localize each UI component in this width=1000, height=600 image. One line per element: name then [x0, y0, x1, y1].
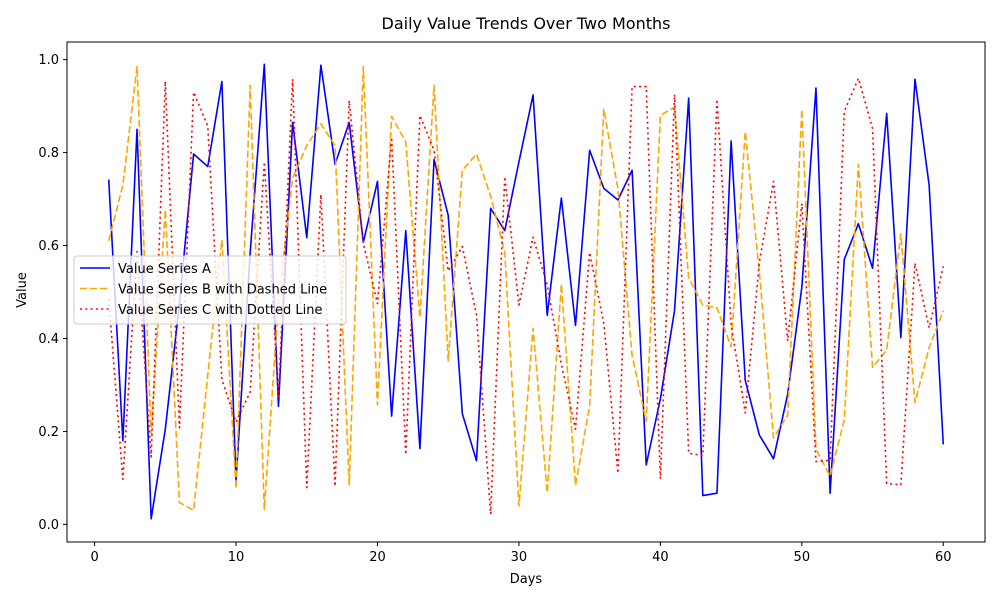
x-tick-label: 60 — [935, 550, 952, 565]
y-tick-label: 0.6 — [38, 239, 59, 254]
legend-label-1: Value Series A — [118, 262, 211, 277]
x-tick-label: 20 — [369, 550, 386, 565]
legend: Value Series A Value Series B with Dashed… — [74, 256, 346, 324]
y-tick-label: 0.4 — [38, 332, 59, 347]
y-axis-label: Value — [15, 272, 30, 308]
y-tick-label: 0.8 — [38, 146, 59, 161]
chart-title: Daily Value Trends Over Two Months — [382, 14, 671, 33]
x-axis-label: Days — [510, 572, 543, 587]
x-tick-label: 50 — [794, 550, 811, 565]
x-tick-label: 30 — [511, 550, 528, 565]
y-tick-label: 0.0 — [38, 518, 59, 533]
y-tick-label: 0.2 — [38, 425, 59, 440]
x-tick-label: 40 — [652, 550, 669, 565]
y-tick-label: 1.0 — [38, 53, 59, 68]
x-tick-label: 10 — [228, 550, 245, 565]
legend-label-2: Value Series B with Dashed Line — [118, 283, 327, 298]
x-tick-label: 0 — [90, 550, 98, 565]
legend-label-3: Value Series C with Dotted Line — [118, 303, 323, 318]
